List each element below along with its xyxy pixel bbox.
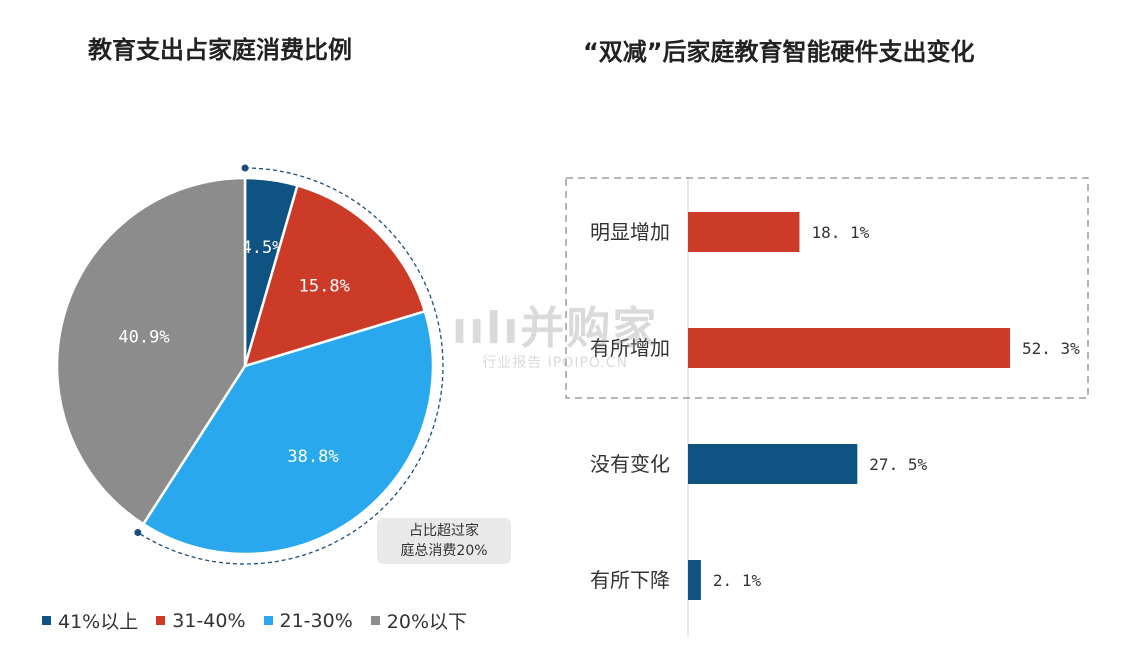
pie-data-label: 15.8% bbox=[299, 277, 350, 297]
bar-category-label: 有所下降 bbox=[590, 568, 670, 592]
legend-label: 20%以下 bbox=[386, 611, 467, 633]
legend-label: 21-30% bbox=[279, 609, 353, 632]
legend-item-21-30: 21-30% bbox=[263, 607, 353, 634]
legend-label: 41%以上 bbox=[58, 611, 139, 633]
legend-swatch bbox=[263, 616, 273, 625]
callout-line-1: 占比超过家 bbox=[409, 523, 479, 539]
pie-slice-20-below bbox=[55, 176, 247, 526]
pie-slice-21-30 bbox=[141, 309, 435, 556]
pie-data-label: 40.9% bbox=[118, 327, 169, 347]
highlight-dashed-box bbox=[565, 177, 1089, 399]
callout-box: 占比超过家 庭总消费20% bbox=[377, 518, 511, 564]
pie-data-label: 38.8% bbox=[287, 447, 338, 467]
bar-chart: 明显增加 18. 1% 有所增加 52. 3% 没有变化 27. 5% 有所下降 2. 1% bbox=[565, 177, 1089, 637]
callout-line-2: 庭总消费20% bbox=[400, 543, 488, 559]
bar-category-label: 没有变化 bbox=[590, 452, 670, 476]
legend-swatch bbox=[42, 616, 51, 625]
legend-item-20-below: 20%以下 bbox=[370, 607, 467, 634]
pie-legend: 41%以上 31-40% 21-30% 20%以下 bbox=[42, 607, 467, 634]
watermark-logo: ıılı并购家 行业报告 IPOIPO.CN bbox=[452, 292, 658, 372]
bar-data-label: 27. 5% bbox=[869, 455, 927, 474]
pie-chart-title: 教育支出占家庭消费比例 bbox=[88, 36, 352, 64]
bar bbox=[688, 328, 1010, 368]
pie-data-label: 4.5% bbox=[241, 238, 282, 258]
legend-item-41-plus: 41%以上 bbox=[42, 607, 138, 634]
legend-swatch bbox=[370, 616, 380, 625]
bar bbox=[688, 444, 858, 484]
bar-data-label: 52. 3% bbox=[1022, 339, 1080, 358]
legend-item-31-40: 31-40% bbox=[156, 607, 246, 634]
pie-slice-31-40 bbox=[243, 183, 427, 368]
bar bbox=[688, 212, 800, 252]
watermark-sub-text: 行业报告 IPOIPO.CN bbox=[482, 355, 629, 371]
legend-swatch bbox=[156, 616, 166, 625]
arc-end-dot bbox=[241, 164, 249, 172]
bar-category-label: 有所增加 bbox=[590, 336, 670, 360]
legend-label: 31-40% bbox=[172, 609, 246, 632]
highlight-dashed-arc bbox=[137, 167, 444, 565]
pie-chart: 4.5% 15.8% 38.8% 40.9% bbox=[55, 164, 444, 565]
bar-category-label: 明显增加 bbox=[590, 220, 670, 244]
bar-data-label: 2. 1% bbox=[713, 571, 762, 590]
watermark-main-text: ıılı并购家 bbox=[452, 303, 659, 354]
arc-end-dot bbox=[134, 529, 142, 537]
bar-chart-title: “双减”后家庭教育智能硬件支出变化 bbox=[583, 38, 975, 66]
bar bbox=[688, 560, 701, 600]
bar-data-label: 18. 1% bbox=[811, 223, 869, 242]
